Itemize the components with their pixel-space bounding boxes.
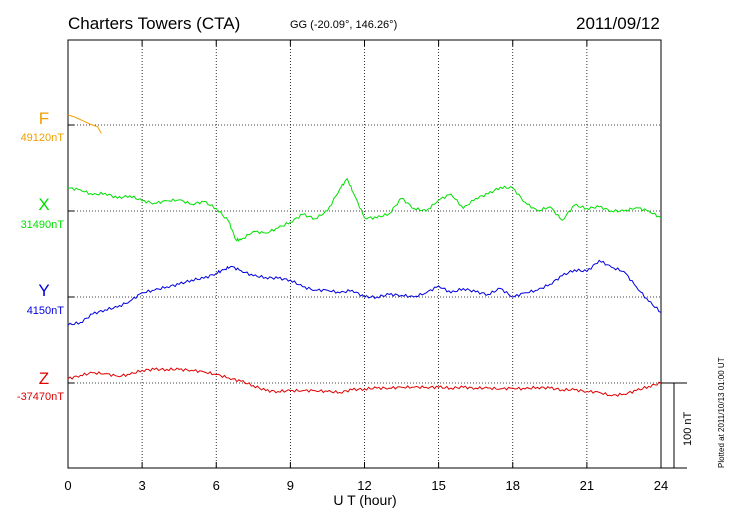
x-tick-label: 6 [213,478,220,493]
scale-bar-label: 100 nT [682,411,694,446]
series-line-x [68,177,662,242]
series-baseline-y: 4150nT [27,305,65,317]
series-baseline-z: -37470nT [17,391,64,403]
x-axis: 0 3 6 9 12 15 18 21 24 [64,40,668,493]
x-tick-label: 21 [580,478,594,493]
series-line-y [67,259,662,326]
x-tick-label: 0 [64,478,71,493]
series-lines [67,114,662,397]
x-tick-label: 24 [654,478,668,493]
plotted-note: Plotted at 2011/10/13 01:00 UT [717,357,726,468]
x-axis-label: U T (hour) [333,492,396,508]
series-name-x: X [38,195,49,214]
x-tick-label: 3 [139,478,146,493]
station-title: Charters Towers (CTA) [68,14,240,33]
series-line-f [67,114,102,134]
x-tick-label: 9 [287,478,294,493]
series-labels: F 49120nT X 31490nT Y 4150nT Z -37470nT [17,109,64,403]
series-name-y: Y [38,281,49,300]
series-baseline-f: 49120nT [21,132,65,144]
gridlines [68,40,661,468]
series-name-f: F [39,109,49,128]
coordinates-label: GG (-20.09°, 146.26°) [290,19,397,31]
series-line-z [67,367,662,397]
x-tick-label: 15 [431,478,445,493]
series-baseline-x: 31490nT [21,219,65,231]
scale-bar: 100 nT [661,382,694,469]
x-tick-label: 12 [357,478,371,493]
x-tick-label: 18 [506,478,520,493]
date-label: 2011/09/12 [576,14,660,33]
series-name-z: Z [39,369,49,388]
